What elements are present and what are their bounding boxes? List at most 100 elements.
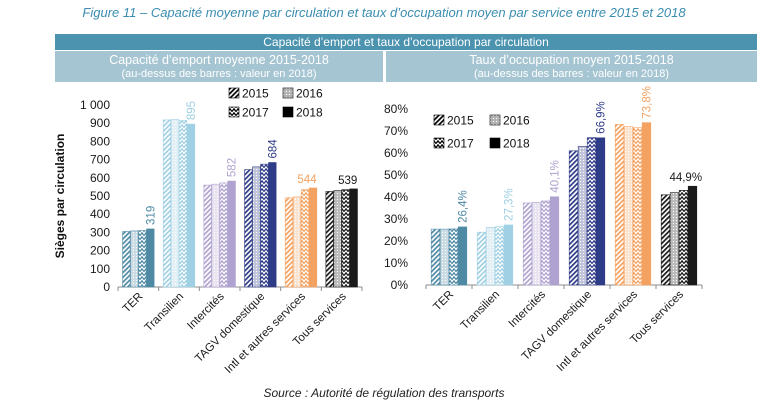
bar-intercites-2017 [219, 182, 228, 288]
bar-tous-2018 [349, 188, 358, 288]
occupancy-chart-header: Taux d’occupation moyen 2015-2018 (au-de… [386, 51, 757, 82]
y-tick-label: 100 [90, 262, 110, 276]
bar-transilien-2015 [476, 231, 487, 286]
y-tick-label: 20% [384, 234, 408, 248]
category-label-transilien: Transilien [459, 289, 502, 332]
capacity-chart: 0 100 200 300 400 500 600 700 800 900 1 000 319 TER 8… [53, 87, 363, 376]
y-tick-label: 900 [90, 116, 110, 130]
bar-tous-2018 [687, 185, 698, 286]
source-note: Source : Autorité de régulation des tran… [263, 386, 505, 400]
legend-swatch-2018 [489, 137, 501, 149]
data-label-tous: 539 [338, 175, 357, 187]
bar-ter-2017 [448, 228, 459, 286]
bar-tagv-2016 [252, 166, 261, 288]
bar-tagv-2015 [568, 150, 579, 286]
bar-ter-2017 [138, 230, 147, 288]
bar-intercites-2015 [522, 202, 533, 286]
legend-swatch-2017 [433, 137, 445, 149]
legend-label-2016: 2016 [296, 87, 323, 101]
bar-intercites-2015 [203, 184, 212, 288]
bar-intl-2018 [641, 122, 652, 286]
y-tick-label: 0% [391, 278, 409, 292]
y-tick-label: 80% [384, 102, 408, 116]
legend-swatch-2016 [489, 114, 501, 126]
data-label-intl: 544 [297, 174, 317, 186]
y-tick-label: 60% [384, 146, 408, 160]
panel-header: Capacité d’emport et taux d’occupation p… [55, 34, 757, 50]
bar-transilien-2015 [162, 119, 172, 288]
bar-intl-2015 [614, 124, 625, 286]
bar-tagv-2015 [244, 169, 253, 288]
bar-intercites-2017 [540, 200, 551, 286]
data-label-tous: 44,9% [669, 172, 702, 184]
category-label-intl: Intl et autres services [223, 290, 308, 375]
y-tick-label: 200 [90, 244, 110, 258]
bar-intercites-2018 [227, 180, 236, 288]
bar-intl-2017 [632, 127, 643, 286]
bar-transilien-2017 [178, 120, 188, 288]
data-label-ter: 26,4% [458, 190, 470, 223]
data-label-tagv: 684 [267, 139, 279, 159]
y-tick-label: 30% [384, 212, 408, 226]
y-tick-label: 50% [384, 168, 408, 182]
legend-label-2017: 2017 [447, 137, 474, 151]
y-tick-label: 800 [90, 134, 110, 148]
bar-tous-2017 [341, 189, 350, 288]
occupancy-chart-subtitle: (au-dessus des barres : valeur en 2018) [473, 68, 670, 80]
data-label-ter: 319 [145, 206, 157, 225]
data-label-tagv: 66,9% [596, 101, 608, 134]
bar-ter-2015 [122, 231, 131, 288]
y-tick-label: 700 [90, 153, 110, 167]
category-label-intercites: Intercités [507, 288, 549, 330]
bar-transilien-2016 [485, 227, 496, 286]
bar-intl-2016 [623, 126, 634, 286]
category-label-ter: TER [431, 289, 456, 314]
data-label-transilien: 895 [186, 101, 198, 120]
legend-swatch-2016 [282, 87, 294, 99]
y-tick-label: 600 [90, 171, 110, 185]
figure-title: Figure 11 – Capacité moyenne par circula… [82, 5, 686, 20]
bar-tous-2016 [333, 190, 342, 288]
legend-label-2015: 2015 [447, 114, 474, 128]
bar-ter-2018 [457, 226, 468, 286]
bar-tagv-2017 [260, 163, 269, 288]
data-label-transilien: 27,3% [504, 188, 516, 221]
data-label-intl: 73,8% [642, 86, 654, 119]
bar-intl-2016 [292, 196, 302, 288]
bar-intercites-2016 [531, 202, 542, 286]
bar-transilien-2018 [503, 224, 514, 286]
legend-label-2018: 2018 [503, 137, 530, 151]
y-tick-label: 70% [384, 124, 408, 138]
bar-intl-2015 [284, 197, 294, 288]
category-label-intercites: Intercités [185, 290, 227, 332]
legend-swatch-2018 [282, 106, 294, 118]
occupancy-chart-title: Taux d’occupation moyen 2015-2018 [469, 53, 674, 67]
legend-label-2016: 2016 [503, 114, 530, 128]
legend-label-2015: 2015 [242, 87, 269, 101]
occupancy-chart: 0% 10% 20% 30% 40% 50% 60% 70% 80% 26,4% TER 27,3% T… [384, 86, 703, 374]
y-tick-label: 10% [384, 256, 408, 270]
bar-intercites-2018 [549, 196, 560, 286]
bar-ter-2016 [130, 230, 139, 288]
y-tick-label: 1 000 [80, 98, 110, 112]
y-axis-title: Sièges par circulation [53, 134, 67, 259]
category-label-intl: Intl et autres services [555, 288, 640, 373]
capacity-chart-subtitle: (au-dessus des barres : valeur en 2018) [121, 68, 317, 80]
bar-transilien-2016 [170, 119, 180, 288]
y-tick-label: 400 [90, 207, 110, 221]
y-tick-label: 0 [103, 280, 110, 294]
capacity-chart-header: Capacité d’emport moyenne 2015-2018 (au-… [55, 51, 383, 82]
bar-ter-2016 [439, 228, 450, 286]
bar-tagv-2018 [268, 162, 277, 288]
bar-tagv-2016 [577, 146, 588, 286]
legend-label-2018: 2018 [296, 106, 323, 120]
bar-intercites-2016 [211, 183, 220, 288]
bar-transilien-2017 [494, 226, 505, 286]
bar-intl-2017 [300, 189, 310, 288]
legend-swatch-2015 [228, 87, 240, 99]
category-label-transilien: Transilien [143, 291, 186, 334]
bar-ter-2015 [430, 228, 441, 286]
legend-swatch-2017 [228, 106, 240, 118]
